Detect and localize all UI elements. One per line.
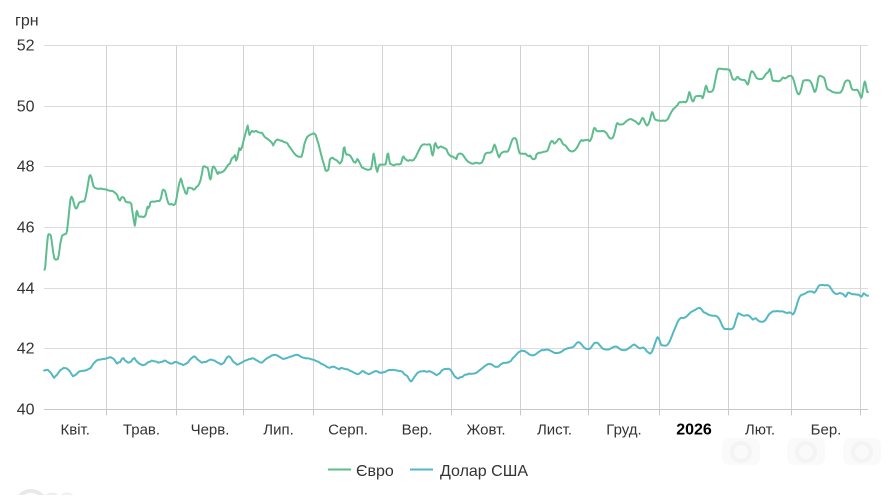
svg-text:2026: 2026: [676, 422, 712, 439]
svg-text:44: 44: [17, 281, 35, 298]
svg-text:Лип.: Лип.: [263, 422, 294, 439]
svg-text:Черв.: Черв.: [191, 422, 230, 439]
svg-text:Лист.: Лист.: [537, 422, 572, 439]
svg-text:42: 42: [17, 341, 35, 358]
svg-text:Євро: Євро: [356, 463, 394, 480]
svg-text:Квіт.: Квіт.: [60, 422, 89, 439]
svg-text:грн: грн: [15, 13, 39, 30]
svg-text:Трав.: Трав.: [123, 422, 160, 439]
svg-text:Груд.: Груд.: [606, 422, 641, 439]
svg-text:52: 52: [17, 38, 35, 55]
svg-text:Вер.: Вер.: [402, 422, 433, 439]
svg-text:Долар США: Долар США: [440, 463, 528, 480]
svg-text:Серп.: Серп.: [328, 422, 368, 439]
svg-text:40: 40: [17, 402, 35, 419]
svg-text:46: 46: [17, 220, 35, 237]
svg-text:Бер.: Бер.: [811, 422, 842, 439]
svg-text:Жовт.: Жовт.: [466, 422, 505, 439]
svg-text:Лют.: Лют.: [745, 422, 775, 439]
svg-text:48: 48: [17, 159, 35, 176]
svg-text:50: 50: [17, 99, 35, 116]
